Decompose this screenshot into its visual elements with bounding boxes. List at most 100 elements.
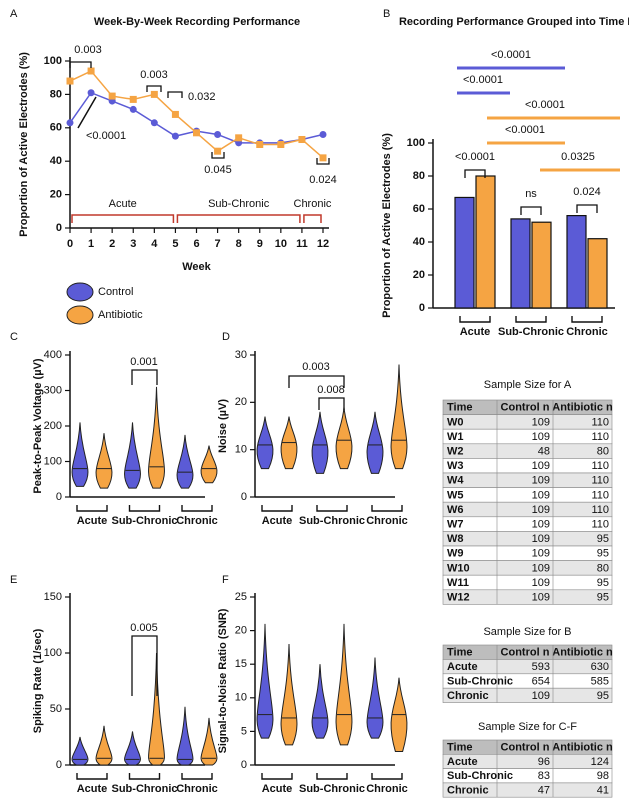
panel-letter: A	[10, 8, 18, 20]
group-bracket	[515, 316, 547, 323]
point	[87, 67, 95, 75]
annotation: 0.024	[573, 186, 601, 198]
table-header: Antibiotic n	[552, 647, 613, 659]
table-row	[442, 501, 613, 518]
table-cell: W9	[447, 548, 464, 560]
violin	[200, 445, 218, 484]
y-tick-label: 20	[50, 189, 62, 201]
table-cell: 110	[591, 416, 609, 428]
y-tick-label: 15	[235, 658, 247, 670]
annotation-bracket	[316, 158, 330, 165]
table-cell: 110	[591, 504, 609, 516]
panel-letter: C	[10, 331, 18, 343]
table-header: Antibiotic n	[552, 402, 613, 414]
y-tick-label: 0	[241, 759, 247, 771]
table-cell: 124	[591, 756, 609, 768]
violin	[124, 731, 141, 766]
phase-label: Sub-Chronic	[208, 198, 270, 210]
violin	[176, 706, 194, 766]
annotation: <0.0001	[463, 74, 503, 86]
table-cell: 41	[597, 784, 609, 796]
phase-bracket	[303, 214, 322, 223]
group-bracket	[76, 505, 108, 512]
x-tick-label: 4	[151, 238, 158, 250]
y-tick-label: 50	[50, 703, 62, 715]
y-tick-label: 40	[50, 155, 62, 167]
y-tick-label: 60	[50, 122, 62, 134]
table-header: Control n	[501, 742, 550, 754]
x-tick-label: Acute	[460, 326, 491, 338]
table-cell: 109	[532, 489, 550, 501]
y-tick-label: 0	[241, 491, 247, 503]
table-cell: 95	[597, 548, 609, 560]
table-cell: W12	[447, 592, 470, 604]
annotation: 0.003	[140, 69, 168, 81]
x-tick-label: 6	[193, 238, 199, 250]
point	[66, 119, 74, 127]
table-cell: W4	[447, 475, 464, 487]
table-cell: 109	[532, 431, 550, 443]
table-cell: W0	[447, 416, 464, 428]
table-header: Antibiotic n	[552, 742, 613, 754]
y-axis-label: Proportion of Active Electrodes (%)	[18, 52, 30, 237]
group-bracket	[181, 773, 213, 780]
violin	[335, 623, 353, 746]
table-row	[442, 414, 613, 430]
table-cell: 98	[597, 770, 609, 782]
table-cell: 630	[591, 661, 609, 673]
table-cell: 47	[538, 784, 550, 796]
table-title: Sample Size for C-F	[478, 721, 577, 733]
table-row	[442, 443, 613, 459]
table-row	[442, 545, 613, 561]
table-cell: 80	[597, 562, 609, 574]
annotation-bracket	[131, 369, 158, 385]
y-axis-label: Spiking Rate (1/sec)	[32, 628, 44, 733]
annotation: <0.0001	[491, 49, 531, 61]
violin	[366, 411, 384, 474]
table-title: Sample Size for B	[483, 626, 571, 638]
group-bracket	[316, 773, 348, 780]
table-cell: 109	[532, 460, 550, 472]
table-cell: W2	[447, 446, 464, 458]
y-tick-label: 100	[44, 55, 62, 67]
point	[129, 95, 137, 103]
x-tick-label: 9	[257, 238, 263, 250]
table-header: Time	[447, 647, 472, 659]
violin	[95, 725, 113, 766]
x-tick-label: 3	[130, 238, 136, 250]
table-cell: W8	[447, 533, 464, 545]
bar	[454, 196, 475, 309]
x-tick-label: Sub-Chronic	[299, 783, 365, 795]
x-tick-label: 7	[215, 238, 221, 250]
phase-bracket	[176, 214, 301, 223]
y-tick-label: 5	[241, 725, 247, 737]
y-tick-label: 20	[235, 396, 247, 408]
violin	[124, 422, 141, 489]
annotation: 0.032	[188, 91, 216, 103]
table-cell: 110	[591, 475, 609, 487]
point	[150, 119, 158, 127]
annotation: ns	[525, 188, 537, 200]
phase-label: Chronic	[294, 198, 332, 210]
legend-label: Antibiotic	[98, 309, 143, 321]
violin	[148, 652, 165, 766]
violin	[280, 644, 298, 746]
x-tick-label: Chronic	[366, 783, 408, 795]
x-tick-label: 8	[236, 238, 242, 250]
table-cell: 109	[532, 504, 550, 516]
table-cell: 109	[532, 533, 550, 545]
annotation: <0.0001	[86, 130, 126, 142]
x-tick-label: Acute	[77, 783, 108, 795]
table-cell: Chronic	[447, 690, 489, 702]
y-tick-label: 300	[44, 384, 62, 396]
annotation: <0.0001	[455, 151, 495, 163]
chart-title: Recording Performance Grouped into Time …	[399, 16, 629, 28]
table-cell: 110	[591, 460, 609, 472]
x-tick-label: Acute	[262, 783, 293, 795]
table-cell: 109	[532, 562, 550, 574]
annotation: 0.005	[130, 622, 158, 634]
violin	[148, 386, 165, 489]
table-header: Control n	[501, 402, 550, 414]
x-tick-label: 0	[67, 238, 73, 250]
table-cell: 95	[597, 592, 609, 604]
